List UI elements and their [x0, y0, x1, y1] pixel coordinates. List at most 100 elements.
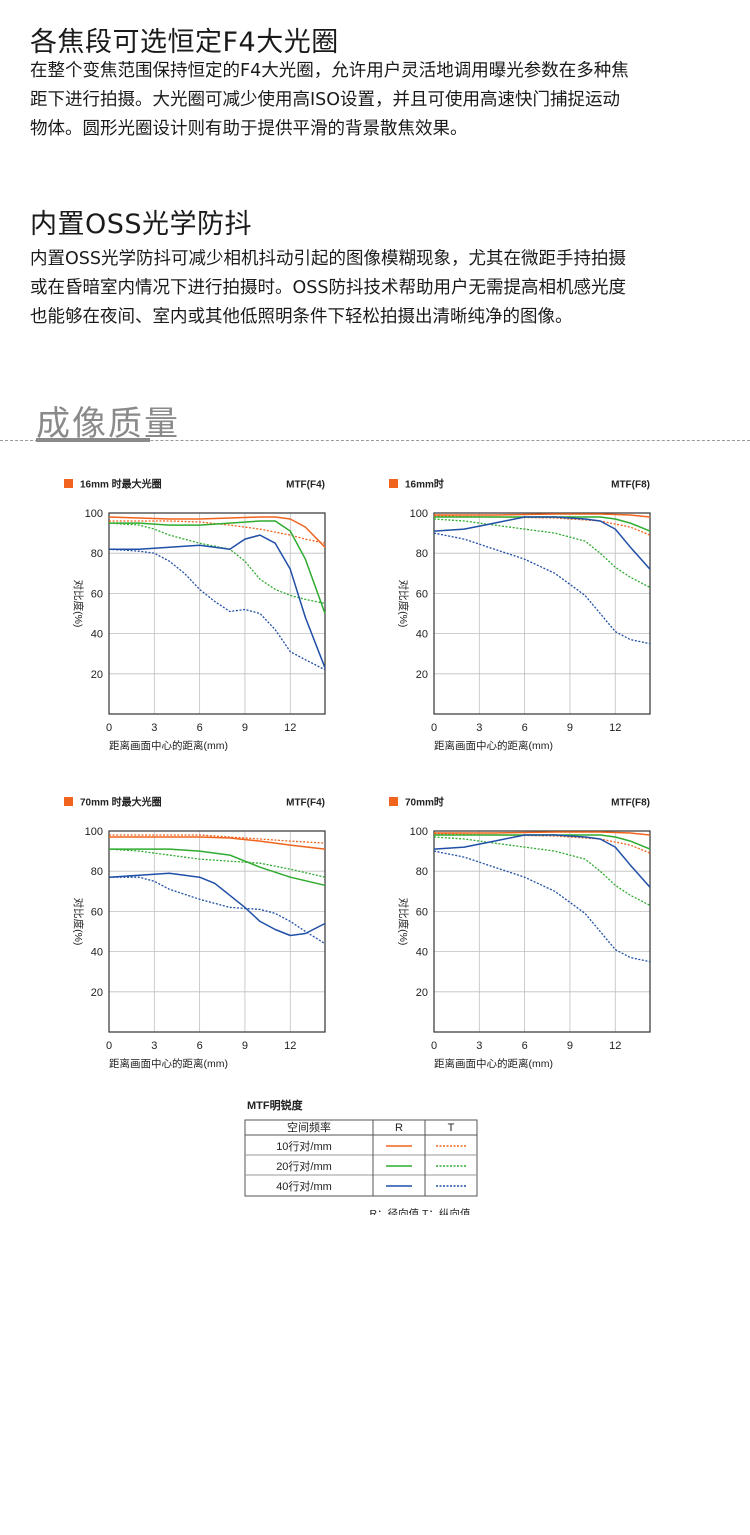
y-tick-label: 60 [416, 906, 428, 918]
section-divider [0, 440, 750, 441]
series-20-T [108, 522, 326, 605]
feature1-line-1: 在整个变焦范围保持恒定的F4大光圈，允许用户灵活地调用曝光参数在多种焦 [30, 61, 629, 81]
y-tick-label: 100 [85, 508, 103, 520]
x-tick-label: 12 [284, 722, 296, 734]
series-10-R [109, 836, 326, 850]
chart-mtf-label: MTF(F4) [286, 480, 325, 491]
feature1-line-2: 距下进行拍摄。大光圈可减少使用高ISO设置，并且可使用高速快门捕捉运动 [30, 90, 621, 110]
feature2-line-3: 也能够在夜间、室内或其他低照明条件下轻松拍摄出清晰纯净的图像。 [30, 307, 573, 327]
legend-row-40: 40行对/mm [276, 1179, 332, 1193]
x-tick-label: 3 [476, 1040, 482, 1052]
y-tick-label: 100 [410, 508, 428, 520]
series-40-T [433, 850, 651, 963]
series-40-R [433, 516, 651, 570]
y-tick-label: 20 [91, 987, 103, 999]
y-tick-label: 20 [91, 669, 103, 681]
x-axis-label: 距离画面中心的距离(mm) [434, 739, 553, 752]
x-tick-label: 6 [522, 722, 528, 734]
y-axis-label: 对比度(%) [397, 898, 410, 946]
chart-title-marker [64, 797, 73, 806]
chart-title: 16mm时 [405, 478, 444, 491]
plot-frame [433, 830, 651, 1033]
y-tick-label: 40 [416, 629, 428, 641]
series-40-R [433, 834, 651, 888]
x-tick-label: 0 [106, 722, 112, 734]
chart-title-marker [389, 797, 398, 806]
y-tick-label: 40 [416, 947, 428, 959]
plot-frame [433, 512, 651, 715]
x-tick-label: 0 [431, 1040, 437, 1052]
legend-table: 空间频率 R T 10行对/mm 20行对/mm 40行对/mm [244, 1119, 478, 1197]
feature1-title: 各焦段可选恒定F4大光圈 [30, 27, 339, 58]
x-axis-label: 距离画面中心的距离(mm) [434, 1057, 553, 1070]
series-40-R [109, 534, 326, 669]
series-40-T [108, 548, 326, 671]
series-10-T [109, 834, 326, 844]
x-tick-label: 6 [197, 722, 203, 734]
series-10-R [108, 516, 326, 548]
mtf-legend: MTF明锐度 空间频率 R T 10行对/mm 20行对/mm 40行对/mm … [244, 1098, 478, 1215]
series-10-R [434, 513, 651, 518]
series-40-T [433, 532, 651, 645]
y-tick-label: 60 [91, 906, 103, 918]
x-tick-label: 0 [431, 722, 437, 734]
mtf-chart-2: 16mm时 MTF(F8) 20 40 60 80 100 0 3 6 9 12 距离画面中心的距离(m… [389, 478, 651, 752]
x-tick-label: 3 [151, 1040, 157, 1052]
x-axis-label: 距离画面中心的距离(mm) [109, 1057, 228, 1070]
x-tick-label: 6 [522, 1040, 528, 1052]
chart-title: 70mm 时最大光圈 [80, 796, 162, 809]
y-axis-label: 对比度(%) [72, 898, 85, 946]
y-axis-label: 对比度(%) [397, 580, 410, 628]
feature1-description: 在整个变焦范围保持恒定的F4大光圈，允许用户灵活地调用曝光参数在多种焦 距下进行… [30, 57, 720, 144]
series-10-T [109, 520, 326, 544]
y-tick-label: 20 [416, 987, 428, 999]
chart-title-marker [64, 479, 73, 488]
feature1-line-3: 物体。圆形光圈设计则有助于提供平滑的背景散焦效果。 [30, 119, 468, 139]
y-tick-label: 100 [410, 826, 428, 838]
y-tick-label: 80 [416, 866, 428, 878]
x-tick-label: 0 [106, 1040, 112, 1052]
x-tick-label: 9 [567, 1040, 573, 1052]
legend-header-t: T [448, 1122, 455, 1134]
x-tick-label: 3 [476, 722, 482, 734]
series-20-T [433, 836, 651, 906]
y-axis-label: 对比度(%) [72, 580, 85, 628]
mtf-chart-1: 16mm 时最大光圈 MTF(F4) 20 40 60 80 100 0 3 6 9 12 距离画面中心… [64, 478, 326, 752]
mtf-chart-4: 70mm时 MTF(F8) 20 40 60 80 100 0 3 6 9 12 距离画面中心的距离(m… [389, 796, 651, 1070]
y-tick-label: 40 [91, 629, 103, 641]
series-40-T [109, 876, 326, 945]
feature2-line-1: 内置OSS光学防抖可减少相机抖动引起的图像模糊现象，尤其在微距手持拍摄 [30, 249, 626, 269]
mtf-chart-3: 70mm 时最大光圈 MTF(F4) 20 40 60 80 100 0 3 6 9 12 距离画面中心… [64, 796, 326, 1070]
section-title-underline [36, 438, 150, 442]
x-tick-label: 6 [197, 1040, 203, 1052]
series-40-R [108, 872, 326, 937]
series-20-R [109, 520, 326, 614]
y-tick-label: 80 [91, 866, 103, 878]
chart-mtf-label: MTF(F8) [611, 480, 650, 491]
x-tick-label: 9 [242, 1040, 248, 1052]
y-tick-label: 80 [416, 548, 428, 560]
x-tick-label: 9 [567, 722, 573, 734]
y-tick-label: 80 [91, 548, 103, 560]
series-20-R [109, 848, 326, 887]
y-tick-label: 60 [416, 588, 428, 600]
x-tick-label: 12 [609, 1040, 621, 1052]
y-tick-label: 100 [85, 826, 103, 838]
x-tick-label: 3 [151, 722, 157, 734]
chart-mtf-label: MTF(F8) [611, 798, 650, 809]
section-title: 成像质量 [36, 404, 180, 444]
y-tick-label: 60 [91, 588, 103, 600]
x-tick-label: 9 [242, 722, 248, 734]
legend-header-r: R [395, 1122, 403, 1134]
series-20-T [433, 518, 651, 588]
legend-note: R：径向值 T：纵向值 [370, 1207, 471, 1215]
plot-frame [108, 512, 326, 715]
y-tick-label: 20 [416, 669, 428, 681]
series-20-R [434, 516, 651, 532]
x-axis-label: 距离画面中心的距离(mm) [109, 739, 228, 752]
x-tick-label: 12 [284, 1040, 296, 1052]
y-tick-label: 40 [91, 947, 103, 959]
x-tick-label: 12 [609, 722, 621, 734]
feature2-description: 内置OSS光学防抖可减少相机抖动引起的图像模糊现象，尤其在微距手持拍摄 或在昏暗… [30, 245, 720, 332]
